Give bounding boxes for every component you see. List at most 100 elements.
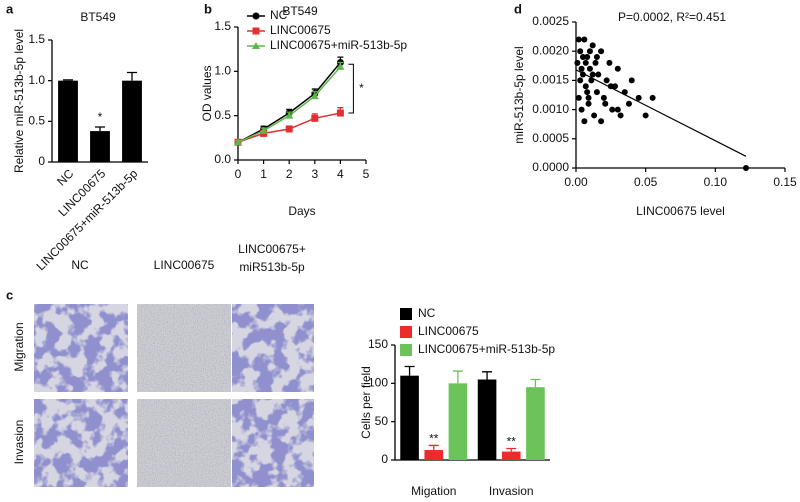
legend-label: LINC00675	[418, 324, 479, 338]
annotation: **	[429, 432, 439, 446]
point	[581, 118, 588, 125]
point	[628, 77, 635, 84]
column-label: LINC00675	[154, 258, 215, 272]
marker	[311, 114, 319, 122]
point	[614, 65, 621, 72]
y-axis-label: OD values	[200, 65, 214, 121]
x-tick-label: 0.00	[564, 175, 588, 189]
y-tick-label: 50	[375, 414, 389, 428]
bar	[477, 379, 497, 460]
y-tick-label: 0.0010	[532, 102, 569, 116]
y-tick-label: 1.5	[214, 19, 231, 33]
micrographs	[34, 304, 314, 487]
y-tick-label: 0.0000	[532, 160, 569, 174]
y-tick-label: 0.5	[214, 108, 231, 122]
point	[742, 165, 749, 171]
marker	[285, 111, 294, 119]
point	[603, 77, 610, 84]
error-bar	[452, 370, 463, 384]
x-tick-label: 0.05	[634, 175, 658, 189]
error-bar	[127, 71, 137, 81]
chart-title: BT549	[80, 10, 116, 24]
point	[582, 83, 589, 90]
significance-bracket	[348, 63, 354, 114]
point	[575, 94, 582, 101]
y-tick-label: 0.5	[28, 114, 45, 128]
y-tick-label: 1.0	[28, 73, 45, 87]
legend-marker	[252, 27, 260, 35]
x-tick-label: NC	[54, 166, 76, 188]
point	[642, 112, 649, 119]
point	[588, 77, 595, 84]
x-tick-label: Invasion	[489, 484, 534, 498]
annotation: *	[98, 110, 103, 124]
point	[579, 71, 586, 78]
point	[584, 54, 591, 61]
bar	[526, 387, 545, 460]
error-bar	[63, 79, 73, 81]
point	[602, 100, 609, 107]
legend-swatch	[400, 308, 412, 320]
image	[34, 304, 128, 392]
y-tick-label: 100	[368, 376, 388, 390]
point	[609, 106, 616, 113]
point	[578, 65, 585, 72]
x-tick-label: 0	[235, 167, 242, 181]
point	[617, 112, 624, 119]
point	[586, 48, 593, 55]
y-tick-label: 0.0005	[532, 131, 569, 145]
x-tick-label: 5	[363, 167, 370, 181]
point	[585, 100, 592, 107]
point	[593, 89, 600, 96]
bar	[122, 80, 142, 162]
point	[591, 112, 598, 119]
legend-swatch	[400, 326, 412, 338]
y-tick-label: 1.5	[28, 32, 45, 46]
point	[578, 106, 585, 113]
point	[579, 54, 586, 61]
x-tick-label: 4	[337, 167, 344, 181]
point	[582, 59, 589, 66]
point	[614, 106, 621, 113]
column-label: miR513b-5p	[239, 260, 305, 274]
image	[232, 304, 314, 392]
error-bar	[506, 447, 517, 452]
bar	[58, 80, 78, 162]
marker	[336, 62, 345, 70]
legend-label: LINC00675+miR-513b-5p	[418, 342, 555, 356]
panel-label: a	[6, 1, 14, 16]
row-label: Invasion	[12, 420, 26, 465]
legend-label: NC	[418, 306, 436, 320]
panel-label: b	[204, 1, 212, 16]
y-tick-label: 0.0020	[532, 43, 569, 57]
column-label: NC	[71, 258, 89, 272]
y-tick-label: 0.0025	[532, 14, 569, 28]
bar	[448, 383, 468, 460]
marker	[310, 92, 319, 100]
bar	[90, 131, 110, 162]
point	[598, 118, 605, 125]
panel-label: d	[514, 1, 522, 16]
fit-line	[575, 69, 747, 157]
marker	[336, 109, 344, 117]
error-bar	[404, 365, 415, 376]
legend-label: LINC00675	[270, 23, 331, 37]
bar	[424, 450, 444, 460]
image-grid: c NC LINC00675 LINC00675+ miR513b-5p Mig…	[6, 242, 314, 487]
point	[607, 83, 614, 90]
point	[575, 36, 582, 43]
legend-swatch	[400, 344, 412, 356]
image	[232, 399, 314, 487]
point	[577, 77, 584, 84]
point	[595, 71, 602, 78]
x-tick-label: 3	[311, 167, 318, 181]
x-tick-label: 2	[286, 167, 293, 181]
y-tick-label: 0	[38, 154, 45, 168]
point	[577, 48, 584, 55]
image	[137, 304, 231, 392]
point	[581, 36, 588, 43]
annotation: **	[507, 435, 517, 449]
point	[625, 100, 632, 107]
legend-label: NC	[270, 8, 288, 22]
chart-title: BT549	[282, 4, 318, 18]
